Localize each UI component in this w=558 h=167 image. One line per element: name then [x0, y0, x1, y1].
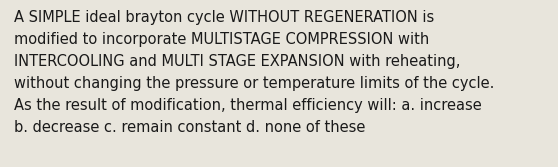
Text: INTERCOOLING and MULTI STAGE EXPANSION with reheating,: INTERCOOLING and MULTI STAGE EXPANSION w…: [14, 54, 460, 69]
Text: without changing the pressure or temperature limits of the cycle.: without changing the pressure or tempera…: [14, 76, 494, 91]
Text: As the result of modification, thermal efficiency will: a. increase: As the result of modification, thermal e…: [14, 98, 482, 113]
Text: b. decrease c. remain constant d. none of these: b. decrease c. remain constant d. none o…: [14, 120, 365, 135]
Text: A SIMPLE ideal brayton cycle WITHOUT REGENERATION is: A SIMPLE ideal brayton cycle WITHOUT REG…: [14, 10, 434, 25]
Text: modified to incorporate MULTISTAGE COMPRESSION with: modified to incorporate MULTISTAGE COMPR…: [14, 32, 429, 47]
